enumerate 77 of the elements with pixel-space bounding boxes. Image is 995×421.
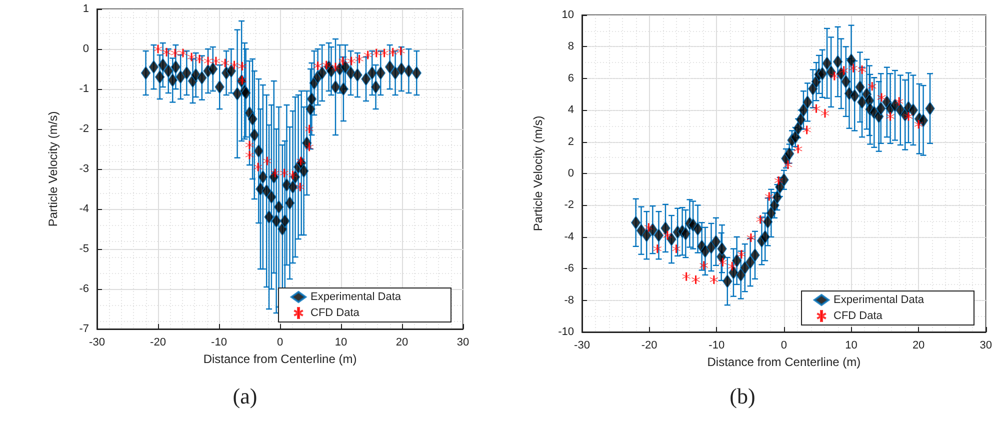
point bbox=[238, 62, 246, 70]
y-tick-label: -4 bbox=[564, 230, 574, 243]
y-tick-label: 0 bbox=[568, 168, 574, 180]
point bbox=[802, 126, 812, 134]
x-axis-title: Distance from Centerline (m) bbox=[203, 352, 357, 366]
point bbox=[220, 58, 230, 68]
point bbox=[212, 56, 220, 66]
point bbox=[314, 62, 322, 70]
legend-label: Experimental Data bbox=[834, 294, 925, 306]
x-tick-label: 20 bbox=[396, 336, 408, 348]
point bbox=[886, 112, 895, 121]
y-tick-label: -1 bbox=[79, 83, 89, 95]
y-axis-title: Particle Velocity (m/s) bbox=[531, 116, 545, 232]
point bbox=[372, 48, 381, 58]
x-tick-label: 10 bbox=[334, 336, 348, 348]
y-tick-label: -2 bbox=[79, 123, 89, 135]
y-tick-label: 1 bbox=[82, 3, 89, 15]
y-axis-title: Particle Velocity (m/s) bbox=[46, 111, 60, 227]
x-tick-label: -10 bbox=[708, 340, 725, 352]
point bbox=[347, 56, 356, 66]
text: (a) bbox=[232, 384, 258, 408]
x-tick-label: 30 bbox=[456, 336, 470, 348]
point bbox=[254, 162, 262, 172]
x-tick-label: 10 bbox=[845, 340, 858, 352]
point bbox=[728, 262, 736, 271]
x-tick-label: -30 bbox=[89, 336, 105, 348]
point bbox=[691, 275, 700, 284]
point bbox=[304, 124, 314, 134]
y-tick-label: -2 bbox=[564, 199, 574, 212]
point bbox=[718, 258, 727, 267]
legend-label: CFD Data bbox=[834, 310, 884, 322]
x-axis-title: Distance from Centerline (m) bbox=[707, 354, 861, 369]
point bbox=[682, 272, 691, 281]
text: (b) bbox=[730, 384, 756, 408]
y-tick-label: 2 bbox=[568, 136, 574, 148]
point bbox=[230, 60, 239, 70]
y-tick-label: 8 bbox=[568, 40, 574, 53]
y-tick-label: -6 bbox=[79, 283, 89, 295]
y-tick-label: 4 bbox=[568, 104, 574, 116]
x-tick-label: 0 bbox=[780, 340, 788, 352]
point bbox=[848, 64, 858, 72]
point bbox=[820, 108, 830, 118]
point bbox=[380, 48, 389, 58]
x-tick-label: 20 bbox=[912, 340, 925, 352]
point bbox=[296, 182, 304, 192]
x-tick-label: 30 bbox=[980, 340, 992, 352]
point bbox=[710, 275, 718, 284]
point bbox=[245, 150, 254, 160]
point bbox=[877, 93, 886, 102]
point bbox=[204, 56, 212, 66]
point bbox=[914, 120, 923, 129]
y-tick-label: -3 bbox=[79, 163, 89, 175]
legend-label: Experimental Data bbox=[310, 291, 402, 303]
y-tick-label: -4 bbox=[79, 203, 89, 215]
y-tick-label: 6 bbox=[568, 72, 574, 84]
legend-label: CFD Data bbox=[310, 307, 360, 319]
x-tick-label: 0 bbox=[276, 336, 284, 348]
x-tick-label: -20 bbox=[150, 336, 166, 348]
point bbox=[262, 156, 272, 166]
y-tick-label: -10 bbox=[558, 326, 574, 338]
y-tick-label: 10 bbox=[562, 9, 574, 21]
point bbox=[868, 82, 876, 91]
point bbox=[245, 140, 254, 150]
x-tick-label: -10 bbox=[211, 336, 227, 348]
point bbox=[270, 168, 280, 178]
y-tick-label: -8 bbox=[564, 294, 574, 306]
point bbox=[672, 244, 681, 254]
y-tick-label: -7 bbox=[79, 323, 89, 335]
point bbox=[355, 54, 364, 64]
point bbox=[653, 244, 662, 254]
y-tick-label: -6 bbox=[564, 262, 574, 275]
point bbox=[154, 44, 162, 54]
y-tick-label: 0 bbox=[82, 43, 89, 55]
y-tick-label: -5 bbox=[79, 243, 89, 255]
x-tick-label: -30 bbox=[574, 340, 590, 352]
point bbox=[280, 168, 289, 178]
x-tick-label: -20 bbox=[641, 340, 658, 352]
